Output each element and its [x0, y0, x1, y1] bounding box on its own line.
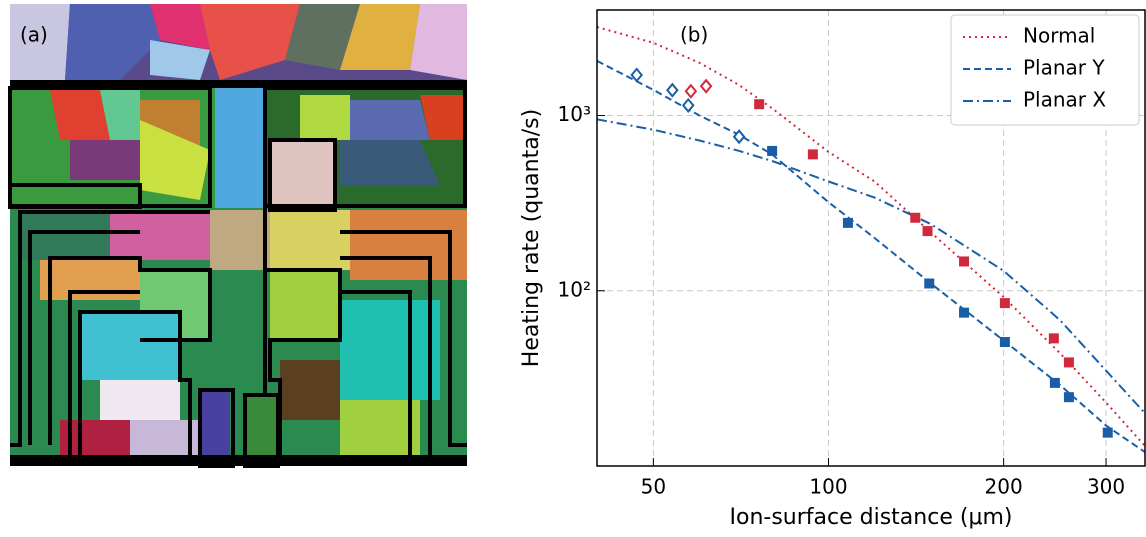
- data-point: [910, 212, 921, 223]
- plot-frame: [596, 9, 1146, 467]
- annotation: (b): [680, 23, 708, 47]
- panel-label: (a): [20, 23, 48, 47]
- data-point: [999, 337, 1010, 348]
- data-point: [959, 307, 970, 318]
- data-point: [681, 97, 695, 113]
- legend-label: Planar X: [1023, 88, 1106, 112]
- data-point: [630, 67, 643, 83]
- data-point: [754, 99, 765, 110]
- data-point: [959, 256, 970, 267]
- data-point: [999, 298, 1010, 309]
- series-line: [597, 118, 1145, 414]
- plot-area: [597, 26, 1145, 453]
- x-tick-label: 300: [1087, 475, 1125, 499]
- grain-image: [8, 4, 467, 468]
- data-point: [767, 145, 778, 156]
- data-point: [1063, 392, 1074, 403]
- data-point: [684, 83, 698, 99]
- y-tick-label: 10²: [558, 277, 591, 301]
- data-point: [924, 278, 935, 289]
- data-point: [666, 82, 679, 98]
- x-tick-label: 50: [641, 475, 666, 499]
- data-point: [1063, 357, 1074, 368]
- data-point: [1048, 333, 1059, 344]
- x-tick-label: 200: [985, 475, 1023, 499]
- x-tick-label: 100: [809, 475, 847, 499]
- y-tick-label: 10³: [558, 102, 591, 126]
- data-point: [699, 78, 713, 94]
- data-point: [842, 217, 853, 228]
- data-point: [1049, 377, 1060, 388]
- y-axis-label: Heating rate (quanta/s): [519, 109, 544, 367]
- x-axis-label: Ion-surface distance (μm): [730, 505, 1013, 530]
- data-point: [807, 149, 818, 160]
- legend-label: Planar Y: [1023, 56, 1105, 80]
- data-point: [1102, 427, 1113, 438]
- legend-label: Normal: [1023, 24, 1095, 48]
- data-point: [922, 226, 933, 237]
- data-point: [732, 129, 746, 145]
- legend-box: [950, 14, 1140, 126]
